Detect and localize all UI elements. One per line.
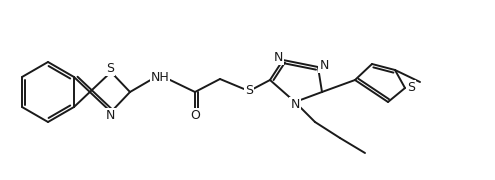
Text: S: S — [407, 80, 415, 93]
Text: N: N — [105, 109, 115, 122]
Text: NH: NH — [150, 71, 169, 84]
Text: N: N — [290, 98, 299, 111]
Text: N: N — [273, 51, 283, 64]
Text: S: S — [245, 84, 253, 96]
Text: S: S — [106, 62, 114, 75]
Text: N: N — [319, 58, 329, 71]
Text: O: O — [190, 109, 200, 122]
